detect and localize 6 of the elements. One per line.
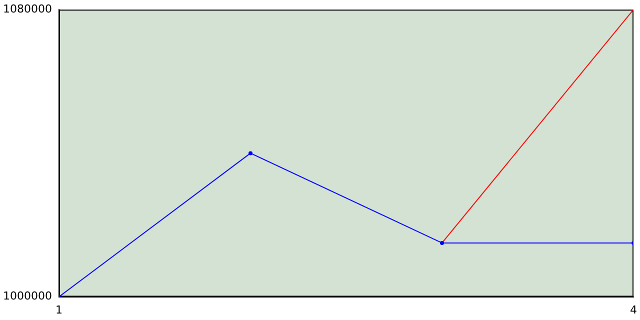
point	[440, 240, 444, 245]
x-tick-label: 1	[55, 303, 62, 316]
point	[248, 151, 252, 156]
y-tick-label: 1000000	[2, 290, 52, 303]
x-tick-label: 4	[630, 303, 637, 316]
y-tick-label: 1080000	[2, 2, 52, 16]
